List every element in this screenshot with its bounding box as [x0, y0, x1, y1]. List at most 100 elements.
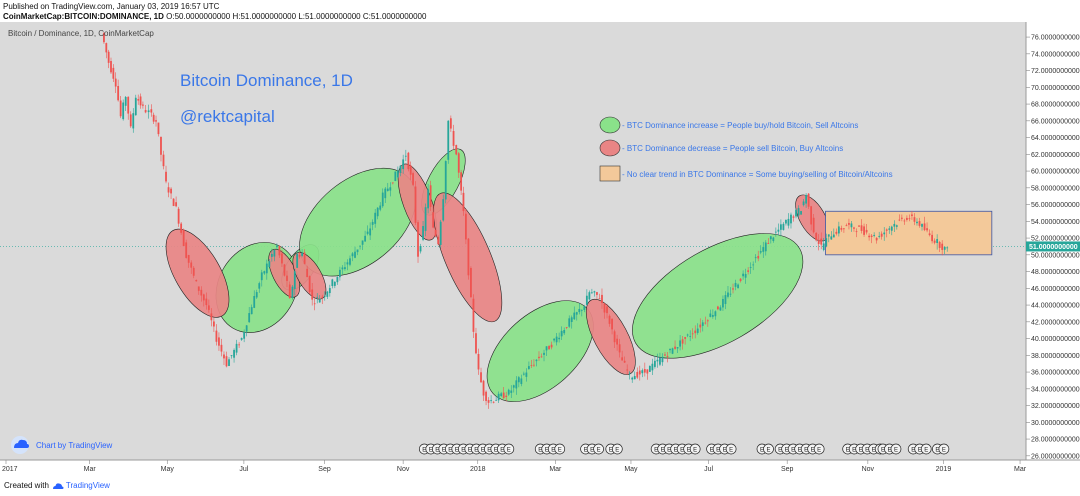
candle-body: [495, 399, 498, 401]
candle-body: [288, 284, 291, 299]
event-marker-icon[interactable]: [813, 443, 825, 455]
candle-body: [235, 343, 238, 353]
candle-body: [674, 346, 676, 349]
candle-body: [429, 185, 432, 207]
candle-body: [160, 136, 162, 155]
event-marker-glyph: E: [872, 448, 876, 454]
candle-body: [281, 253, 283, 264]
candle-body: [157, 122, 160, 135]
candle-body: [107, 51, 110, 63]
event-marker-glyph: E: [924, 448, 928, 454]
event-marker-icon[interactable]: [763, 443, 774, 455]
candle-body: [522, 373, 525, 375]
candle-body: [938, 241, 941, 248]
candle-body: [704, 322, 707, 324]
event-marker-icon[interactable]: [890, 443, 902, 455]
dominance-increase-zone[interactable]: [612, 208, 823, 384]
event-marker-glyph: E: [680, 448, 684, 454]
event-marker-glyph: E: [468, 448, 472, 454]
event-marker-icon[interactable]: [503, 443, 515, 455]
candle-body: [837, 226, 840, 234]
candle-body: [848, 222, 850, 225]
time-tick-label: Nov: [397, 466, 410, 473]
event-marker-glyph: E: [674, 448, 678, 454]
candle-body: [767, 242, 770, 244]
chart-by-tradingview[interactable]: Chart by TradingView: [11, 436, 113, 454]
event-marker-glyph: E: [894, 448, 898, 454]
event-marker-glyph: E: [538, 448, 542, 454]
candle-body: [646, 369, 649, 374]
open-value: 50.0000000000: [174, 12, 231, 21]
candle-body: [648, 365, 651, 372]
candle-body: [618, 344, 621, 353]
candle-body: [638, 370, 641, 375]
candle-body: [916, 221, 918, 224]
candle-body: [588, 292, 591, 300]
candle-body: [452, 130, 455, 146]
candle-body: [860, 225, 863, 231]
chart-by-tradingview-label[interactable]: Chart by TradingView: [36, 441, 113, 450]
event-marker-icon[interactable]: [725, 443, 737, 455]
event-marker-icon[interactable]: [554, 443, 566, 455]
candle-body: [225, 356, 228, 367]
candle-body: [888, 228, 891, 230]
time-axis[interactable]: 2017 Mar May Jul Sep Nov 2018 Mar May Jul Sep Nov 20…: [2, 460, 1027, 473]
no-trend-zone[interactable]: [825, 210, 993, 256]
candle-body: [105, 43, 108, 53]
candle-body: [470, 267, 472, 298]
price-tick-label: 30.0000000000: [1031, 420, 1080, 427]
legend-item-no-trend: - No clear trend in BTC Dominance = Some…: [622, 170, 893, 179]
price-tick-label: 64.0000000000: [1031, 135, 1080, 142]
event-marker-glyph: E: [811, 448, 815, 454]
annotation-author: @rektcapital: [180, 107, 275, 126]
candle-body: [633, 376, 636, 380]
event-marker-icon[interactable]: [593, 443, 604, 455]
candle-body: [696, 328, 699, 333]
candle-body: [817, 240, 820, 244]
candle-body: [840, 227, 843, 230]
ohlc-line: CoinMarketCap:BITCOIN:DOMINANCE, 1D O:50…: [3, 12, 426, 21]
candle-body: [800, 211, 802, 215]
event-marker-icon[interactable]: [689, 443, 701, 455]
candle-body: [623, 360, 626, 363]
event-marker-glyph: E: [716, 448, 720, 454]
candle-body: [553, 338, 555, 341]
candle-body: [485, 391, 487, 401]
event-marker-icon[interactable]: [938, 443, 950, 455]
candle-body: [490, 400, 492, 402]
candle-body: [933, 240, 936, 243]
price-axis[interactable]: 76.0000000000 74.0000000000 72.0000000000 7…: [1026, 35, 1080, 461]
candle-body: [729, 293, 732, 295]
candle-body: [238, 344, 240, 346]
event-marker-glyph: E: [448, 448, 452, 454]
event-marker-glyph: E: [817, 448, 821, 454]
candle-body: [175, 202, 177, 207]
candle-body: [591, 292, 593, 294]
candle-body: [575, 312, 578, 315]
dominance-decrease-zone[interactable]: [153, 219, 241, 327]
candle-body: [900, 217, 903, 219]
candle-body: [112, 67, 115, 79]
dominance-decrease-zone[interactable]: [576, 292, 645, 381]
candle-body: [631, 377, 634, 380]
candle-body: [328, 288, 331, 294]
candle-body: [276, 245, 278, 248]
candle-body: [301, 252, 303, 256]
cloud-icon: [14, 439, 29, 448]
price-tick-label: 72.0000000000: [1031, 68, 1080, 75]
price-tick-label: 70.0000000000: [1031, 85, 1080, 92]
event-marker-icon[interactable]: [611, 443, 623, 455]
event-marker-icon[interactable]: [920, 443, 932, 455]
candle-body: [124, 96, 127, 106]
candle-body: [926, 228, 928, 231]
low-value: 51.0000000000: [304, 12, 361, 21]
event-marker-glyph: E: [661, 448, 665, 454]
tradingview-link[interactable]: TradingView: [52, 481, 110, 490]
candle-body: [749, 267, 752, 268]
candle-body: [812, 217, 815, 233]
candle-body: [769, 236, 772, 240]
candle-body: [326, 291, 329, 297]
candle-body: [878, 235, 881, 237]
